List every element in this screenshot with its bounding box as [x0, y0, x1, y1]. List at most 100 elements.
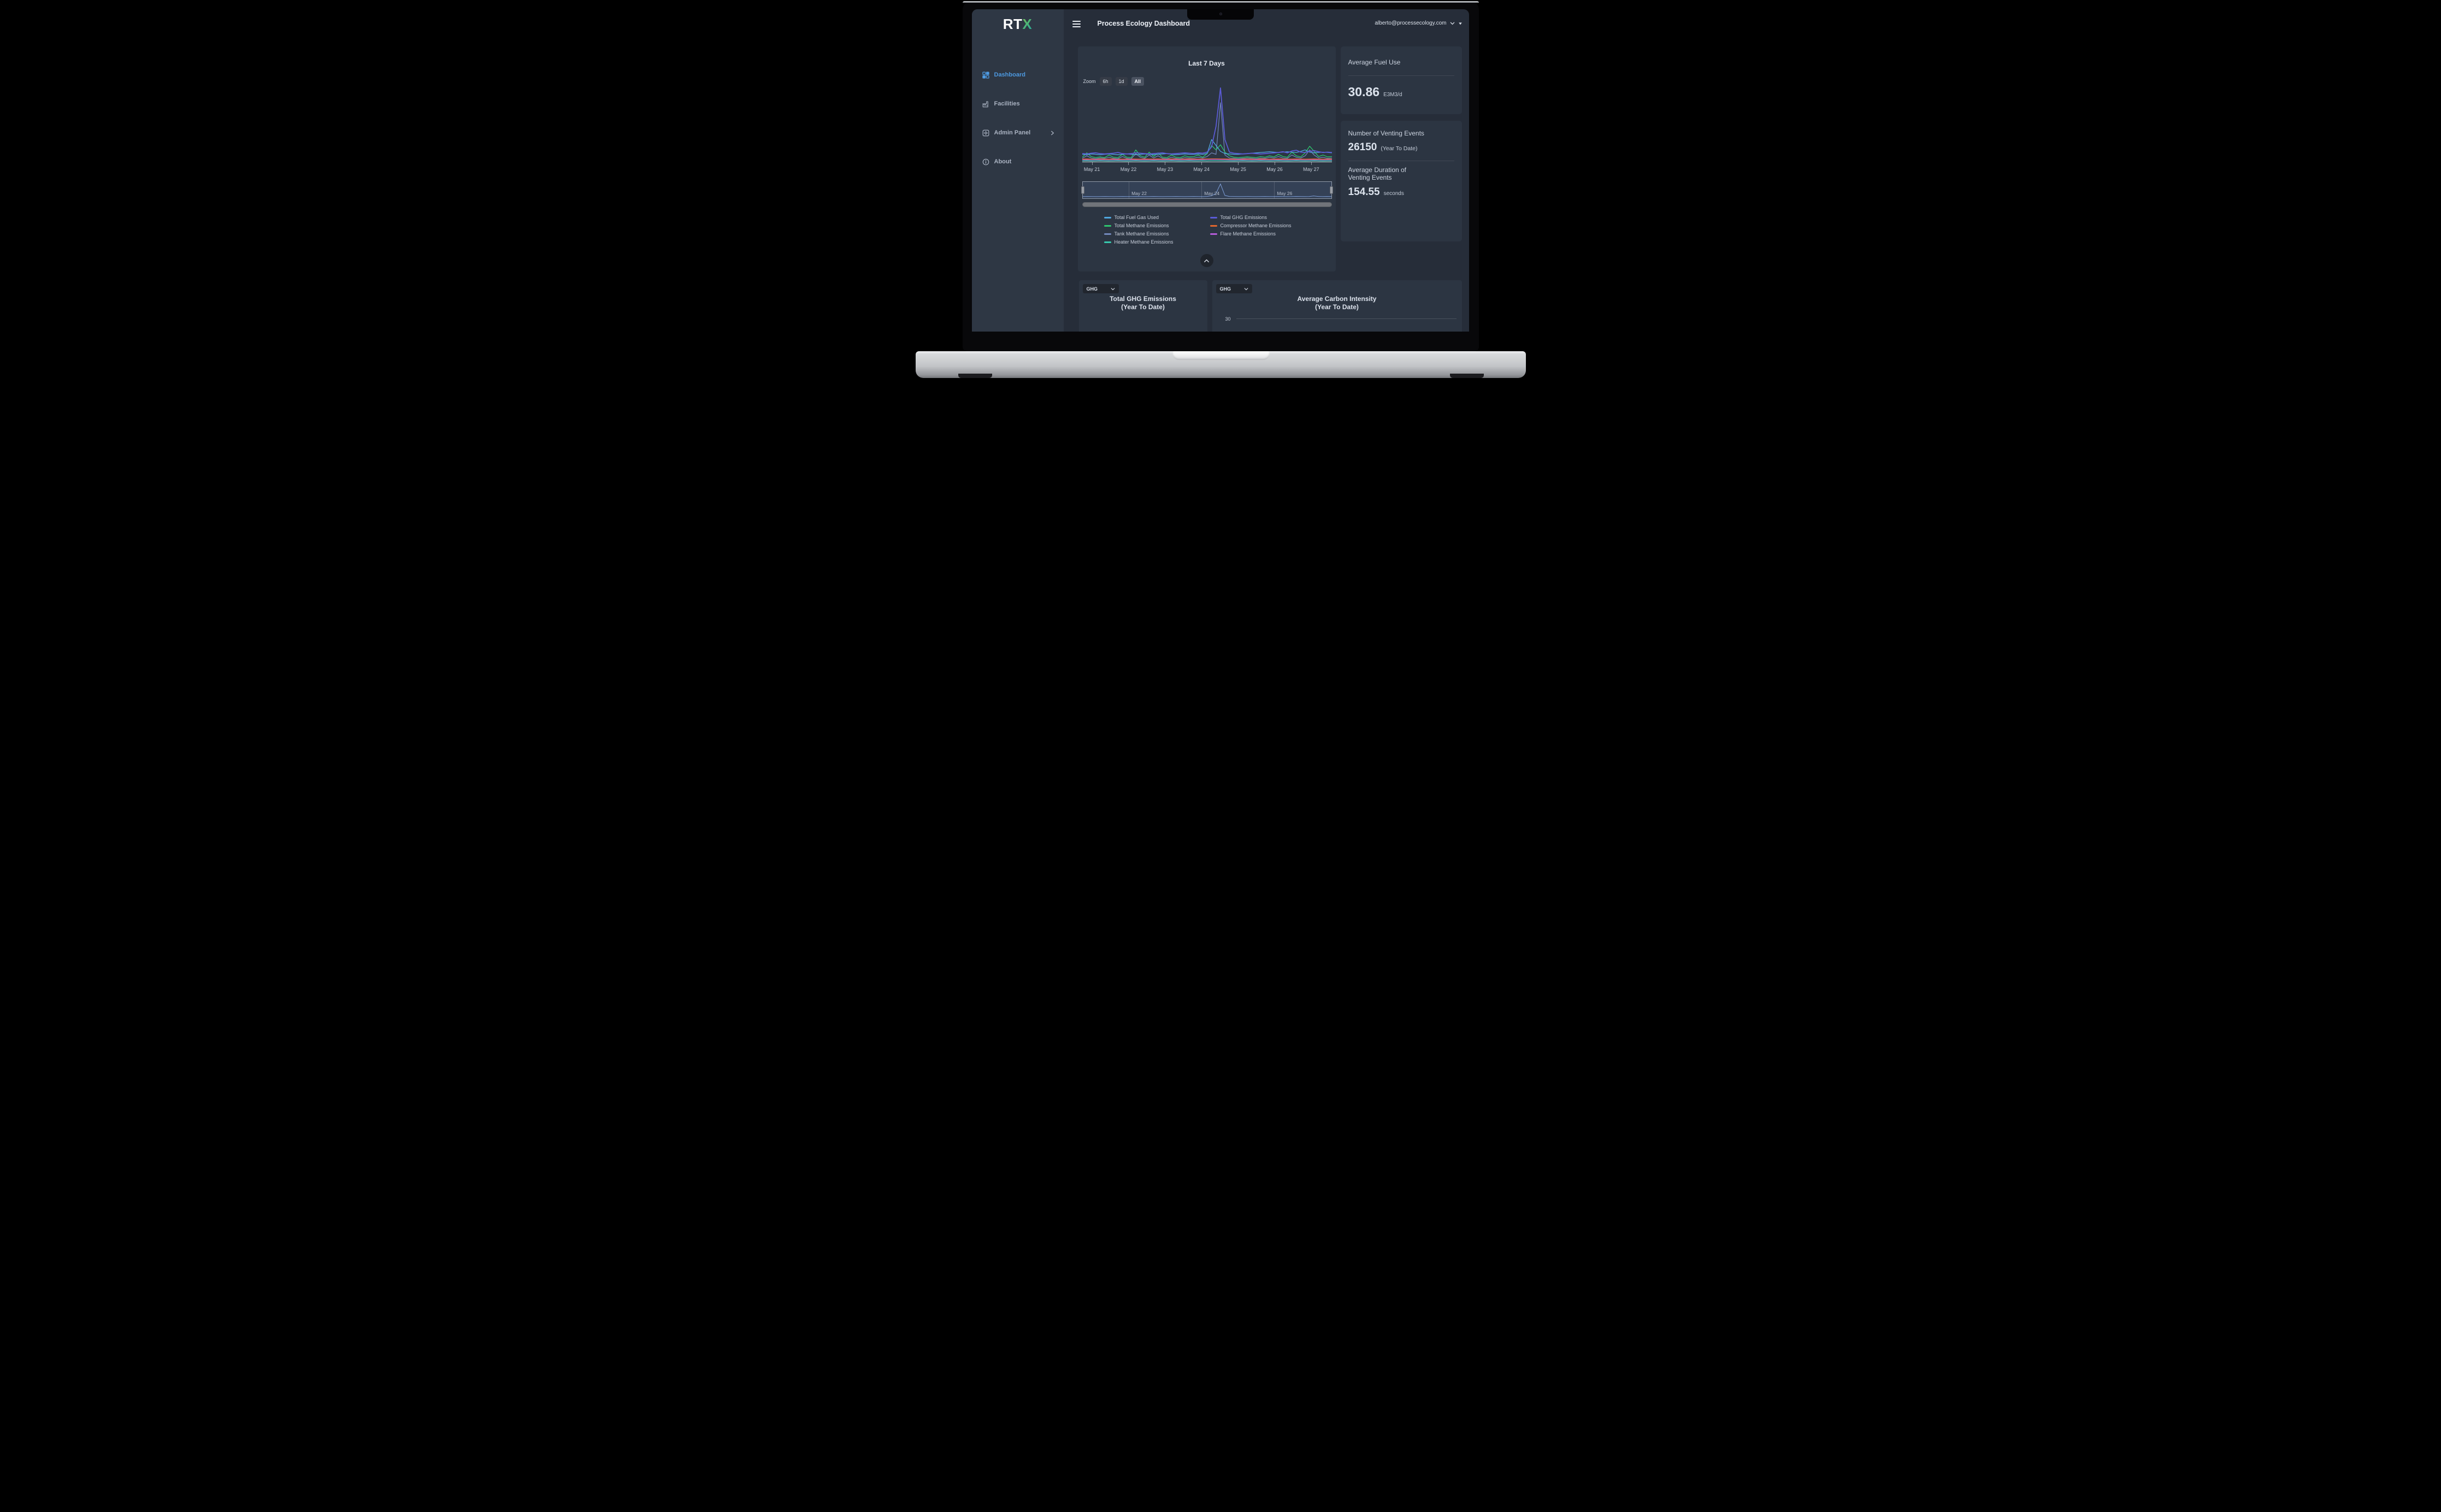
logo-accent-text: X [1022, 16, 1033, 32]
venting-stats-card: Number of Venting Events 26150 (Year To … [1340, 121, 1462, 241]
screen: RTX Dashboard Facilities Admin Panel About … [971, 9, 1469, 332]
logo-text: RT [1003, 16, 1023, 32]
admin-gear-icon [982, 129, 989, 137]
legend-item[interactable]: Total GHG Emissions [1210, 215, 1292, 220]
x-axis-label: May 27 [1303, 167, 1319, 172]
navigator-scrollbar[interactable] [1082, 202, 1332, 207]
zoom-controls: Zoom 6h 1d All [1083, 77, 1145, 86]
chevron-down-icon [1450, 22, 1454, 25]
legend-item[interactable]: Total Methane Emissions [1104, 223, 1206, 228]
legend-swatch [1104, 233, 1111, 235]
navigator[interactable]: May 22 May 24 May 26 [1081, 181, 1333, 199]
legend-item[interactable]: Heater Methane Emissions [1104, 239, 1206, 245]
stat-unit: E3M3/d [1383, 92, 1402, 98]
collapse-chart-button[interactable] [1200, 254, 1213, 267]
app-logo: RTX [972, 16, 1064, 33]
x-axis-tick [1311, 162, 1312, 165]
sidebar-item-label: Facilities [994, 101, 1020, 107]
page-title: Process Ecology Dashboard [1097, 20, 1190, 27]
zoom-button-1d[interactable]: 1d [1115, 77, 1128, 86]
menu-icon[interactable] [1072, 21, 1081, 27]
legend-swatch [1210, 233, 1217, 235]
x-axis-label: May 25 [1230, 167, 1246, 172]
panel-title: Average Carbon Intensity (Year To Date) [1297, 295, 1377, 311]
divider [1348, 75, 1454, 76]
select-value: GHG [1219, 286, 1231, 292]
x-axis-tick [1092, 162, 1093, 165]
chart-legend: Total Fuel Gas Used Total GHG Emissions To… [1104, 215, 1292, 245]
navigator-label: May 26 [1277, 191, 1293, 196]
legend-item[interactable]: Tank Methane Emissions [1104, 231, 1206, 237]
legend-item[interactable]: Flare Methane Emissions [1210, 231, 1292, 237]
navigator-series [1082, 183, 1331, 197]
stat-value: 154.55 [1348, 186, 1380, 198]
sidebar-item-about[interactable]: About [972, 156, 1064, 168]
x-axis-label: May 23 [1157, 167, 1174, 172]
panel-title: Total GHG Emissions (Year To Date) [1110, 295, 1176, 311]
stat-title: Average Fuel Use [1348, 58, 1401, 66]
timeseries-panel: Last 7 Days Zoom 6h 1d All May 21 May 22 May… [1077, 46, 1336, 271]
legend-item[interactable]: Total Fuel Gas Used [1104, 215, 1206, 220]
dashboard-grid-icon [982, 71, 989, 79]
stat-qualifier: (Year To Date) [1381, 145, 1418, 152]
laptop-lid: RTX Dashboard Facilities Admin Panel About … [962, 1, 1479, 351]
stat-unit: seconds [1383, 191, 1404, 197]
zoom-label: Zoom [1083, 79, 1096, 84]
chevron-down-icon [1244, 287, 1248, 290]
sidebar-item-facilities[interactable]: Facilities [972, 98, 1064, 110]
ghg-metric-select[interactable]: GHG [1082, 284, 1119, 293]
legend-item[interactable]: Compressor Methane Emissions [1210, 223, 1292, 228]
laptop-base [915, 351, 1526, 378]
ghg-metric-select[interactable]: GHG [1216, 284, 1252, 293]
series-compressor-methane-emissions [1082, 158, 1332, 160]
stat-title: Average Duration of Venting Events [1348, 166, 1407, 181]
sidebar-nav: Dashboard Facilities Admin Panel About [972, 69, 1064, 168]
chevron-right-icon [1050, 131, 1055, 135]
legend-label: Compressor Methane Emissions [1220, 223, 1292, 228]
navigator-handle-left[interactable] [1081, 186, 1084, 194]
select-value: GHG [1086, 286, 1098, 292]
series-total-ghg-emissions [1082, 87, 1332, 155]
legend-label: Total Methane Emissions [1114, 223, 1169, 228]
x-axis-label: May 24 [1193, 167, 1210, 172]
sidebar-item-label: Dashboard [994, 72, 1025, 78]
navigator-handle-right[interactable] [1329, 186, 1333, 194]
zoom-button-6h[interactable]: 6h [1099, 77, 1112, 86]
webcam-icon [1219, 13, 1222, 15]
ghg-emissions-panel: GHG Total GHG Emissions (Year To Date) [1078, 280, 1207, 332]
user-email: alberto@processecology.com [1375, 20, 1447, 26]
navigator-label: May 24 [1204, 191, 1220, 196]
legend-label: Tank Methane Emissions [1114, 231, 1169, 237]
carbon-intensity-panel: GHG Average Carbon Intensity (Year To Da… [1212, 280, 1462, 332]
chevron-up-icon [1204, 259, 1209, 262]
user-menu[interactable]: alberto@processecology.com [1375, 20, 1462, 26]
sidebar-item-admin-panel[interactable]: Admin Panel [972, 127, 1064, 139]
laptop-foot-left [958, 374, 992, 378]
legend-swatch [1210, 225, 1217, 227]
sidebar-item-dashboard[interactable]: Dashboard [972, 69, 1064, 81]
stat-title: Number of Venting Events [1348, 129, 1424, 137]
legend-swatch [1104, 216, 1111, 218]
stat-value: 30.86 [1348, 85, 1380, 99]
laptop-foot-right [1449, 374, 1484, 378]
camera-notch [1187, 9, 1254, 20]
avg-fuel-card: Average Fuel Use 30.86 E3M3/d [1340, 46, 1462, 114]
main-plot-area[interactable]: May 21 May 22 May 23 May 24 May 25 May 26 May … [1082, 85, 1332, 172]
legend-swatch [1104, 225, 1111, 227]
base-thumb-notch [1172, 351, 1270, 360]
legend-label: Heater Methane Emissions [1114, 239, 1174, 245]
legend-swatch [1210, 216, 1217, 218]
chevron-down-icon [1111, 287, 1115, 290]
x-axis-label: May 22 [1120, 167, 1137, 172]
timeseries-svg [1082, 87, 1332, 162]
series-total-methane-emissions [1082, 144, 1332, 158]
navigator-label: May 22 [1131, 191, 1147, 196]
legend-label: Flare Methane Emissions [1220, 231, 1276, 237]
legend-label: Total GHG Emissions [1220, 215, 1267, 220]
caret-down-icon [1458, 22, 1462, 25]
zoom-button-all[interactable]: All [1131, 77, 1145, 86]
navigator-gridline [1274, 182, 1275, 198]
legend-label: Total Fuel Gas Used [1114, 215, 1159, 220]
series-tank-methane-emissions [1082, 102, 1332, 160]
sidebar: RTX Dashboard Facilities Admin Panel About [971, 9, 1064, 332]
